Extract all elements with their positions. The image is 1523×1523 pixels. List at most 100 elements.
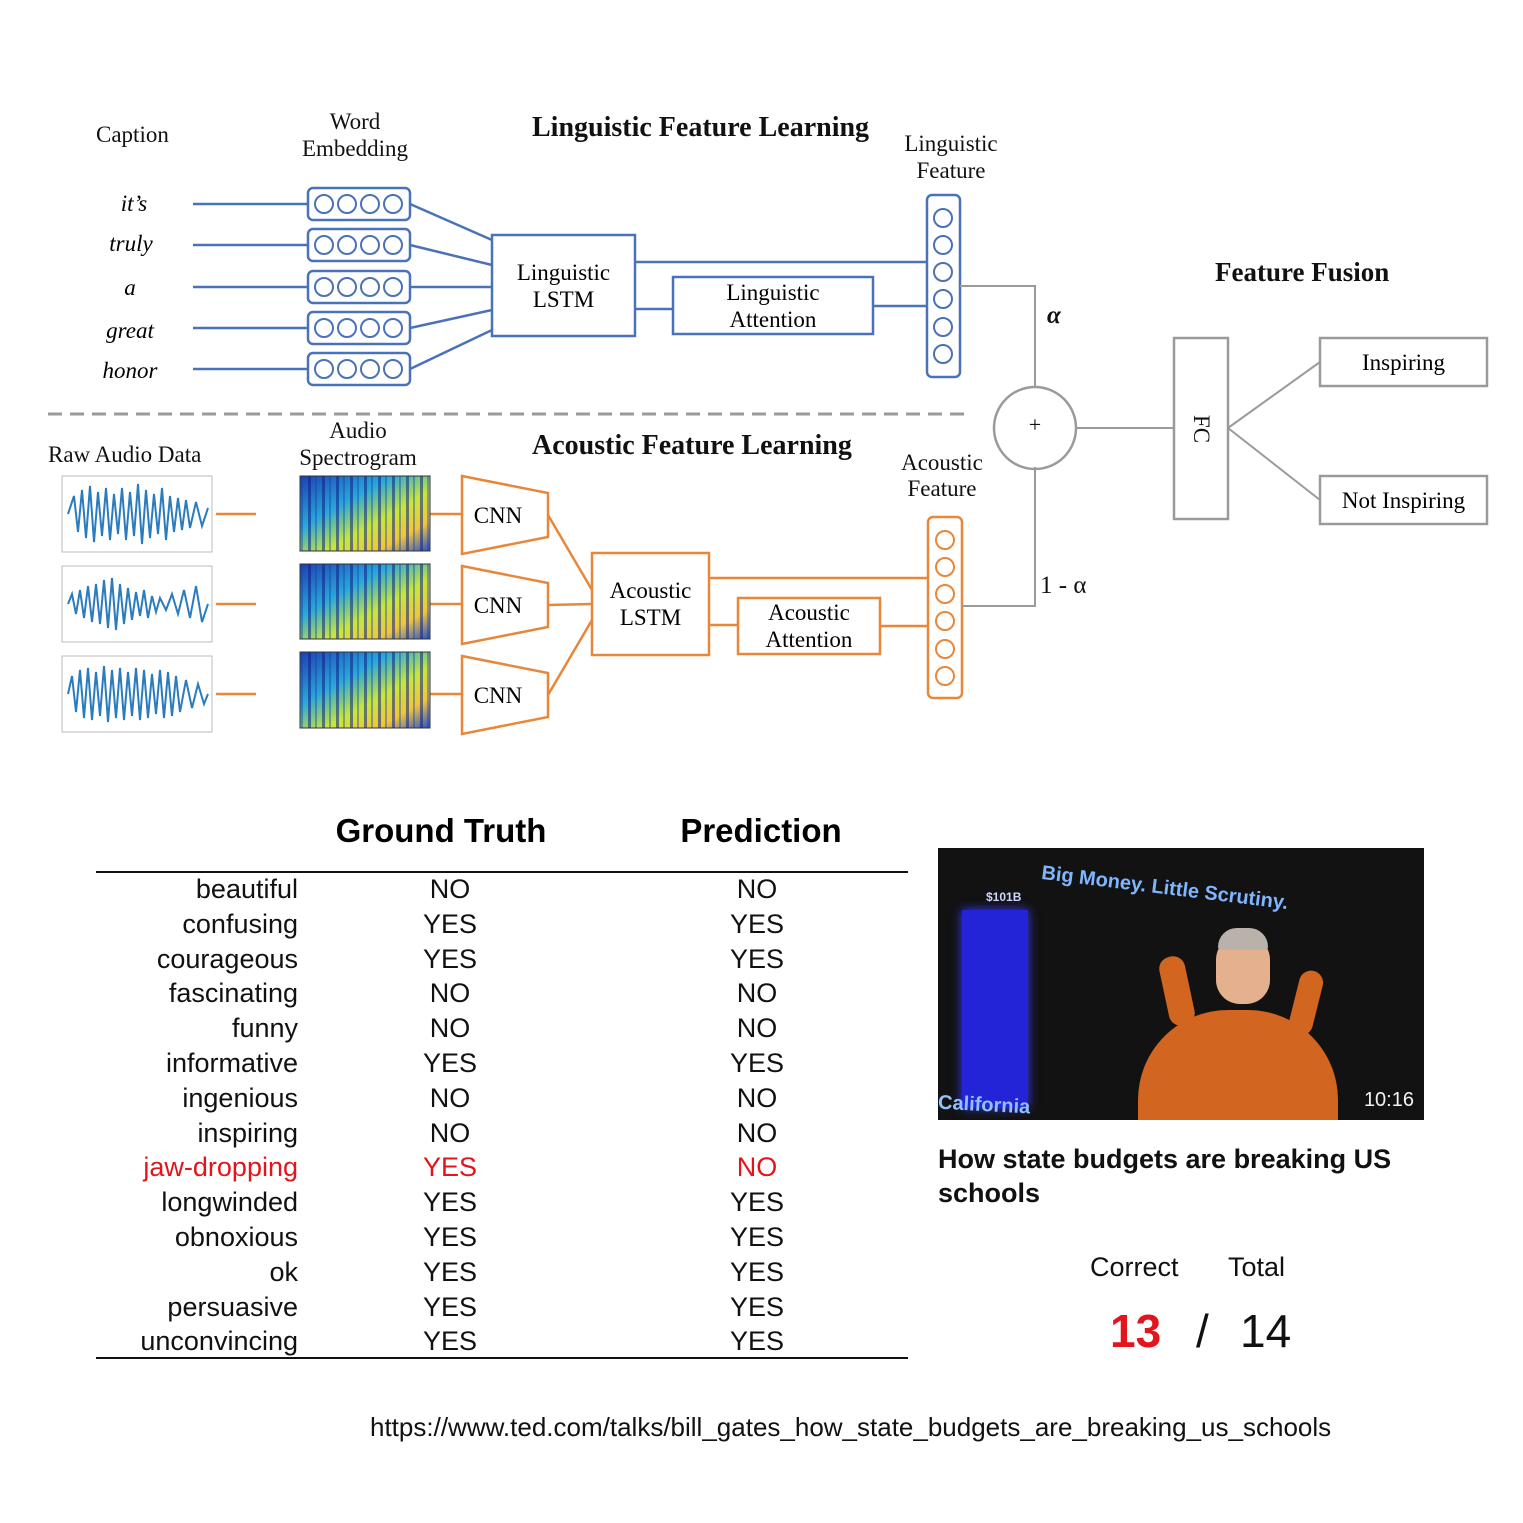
sum-node-label: +: [1028, 412, 1042, 437]
acoustic-lstm-line1: Acoustic: [609, 578, 692, 603]
row-label: beautiful: [195, 874, 298, 904]
fusion-branch: [960, 285, 1489, 607]
row-label: courageous: [156, 943, 298, 974]
prediction-cell: YES: [729, 1048, 785, 1078]
speaker-hair: [1218, 928, 1268, 950]
linguistic-lstm-line2: LSTM: [532, 286, 595, 312]
linguistic-attention-line2: Attention: [729, 306, 817, 332]
total-count: 14: [1240, 1305, 1292, 1357]
speaker-right-arm: [1286, 968, 1326, 1038]
video-title[interactable]: How state budgets are breaking US school…: [938, 1144, 1392, 1208]
table-top-rule: [96, 871, 908, 873]
inspiring-label: Inspiring: [1361, 349, 1446, 375]
feature-fusion-title: Feature Fusion: [1215, 257, 1390, 287]
table-row: informative YES YES: [96, 1048, 908, 1083]
slide-title: Big Money. Little Scrutiny.: [1040, 862, 1290, 915]
output-not-inspiring: [1318, 474, 1489, 526]
caption-word: truly: [109, 231, 153, 256]
source-url[interactable]: https://www.ted.com/talks/bill_gates_how…: [370, 1412, 1332, 1442]
cnn-1: CNN: [473, 502, 523, 528]
table-row: obnoxious YES YES: [96, 1222, 908, 1257]
caption-word: a: [124, 275, 136, 300]
ground-truth-cell: YES: [422, 943, 478, 974]
ground-truth-cell: YES: [422, 1048, 478, 1078]
correct-label: Correct: [1090, 1252, 1179, 1282]
linguistic-attention: Linguistic Attention: [673, 277, 873, 334]
row-label: longwinded: [161, 1187, 298, 1218]
raw-audio-plots: [61, 475, 213, 733]
spectrogram-2: [299, 563, 431, 640]
row-label: persuasive: [167, 1291, 298, 1322]
ground-truth-cell: NO: [429, 978, 471, 1009]
acoustic-attention-line1: Acoustic: [768, 600, 850, 625]
acoustic-branch: [216, 474, 964, 736]
output-inspiring: [1318, 336, 1489, 388]
cnn-2: CNN: [473, 592, 523, 618]
ground-truth-cell: YES: [422, 1152, 478, 1183]
linguistic-feature-line2: Feature: [916, 158, 986, 183]
linguistic-lstm: Linguistic LSTM: [492, 235, 635, 336]
word-embedding-line1: Word: [329, 109, 381, 134]
prediction-cell: YES: [729, 1291, 785, 1322]
prediction-cell: NO: [736, 1117, 778, 1148]
linguistic-lstm-line1: Linguistic: [516, 259, 611, 285]
table-row: fascinating NO NO: [96, 978, 908, 1013]
linguistic-attention-line1: Linguistic: [726, 279, 820, 305]
speaker-raised-hand: [1157, 954, 1197, 1028]
waveform-plot-2: [61, 565, 213, 643]
correct-count: 13: [1110, 1305, 1162, 1357]
slide-bar-label: $101B: [986, 890, 1022, 904]
table-row: funny NO NO: [96, 1013, 908, 1048]
ground-truth-cell: YES: [422, 1326, 478, 1357]
table-row: ok YES YES: [96, 1257, 908, 1292]
waveform-plot-3: [61, 655, 213, 733]
row-label: obnoxious: [174, 1222, 298, 1252]
table-row: courageous YES YES: [96, 944, 908, 979]
table-row: beautiful NO NO: [96, 874, 908, 909]
row-label: ok: [269, 1256, 298, 1287]
acoustic-lstm: Acoustic LSTM: [592, 553, 709, 655]
linguistic-feature-header: Linguistic Feature: [892, 130, 1010, 184]
row-label: jaw-dropping: [143, 1152, 298, 1183]
cnn-3: CNN: [473, 682, 523, 708]
caption-word: great: [106, 318, 154, 343]
total-label: Total: [1228, 1252, 1286, 1282]
not-inspiring-label: Not Inspiring: [1341, 487, 1466, 513]
prediction-cell: NO: [736, 874, 778, 904]
table-row: inspiring NO NO: [96, 1118, 908, 1153]
word-embedding-line2: Embedding: [301, 136, 409, 161]
ground-truth-header: Ground Truth: [335, 812, 547, 849]
audio-spectrogram-line2: Spectrogram: [299, 445, 417, 470]
spectrogram-3: [299, 651, 431, 729]
ground-truth-cell: NO: [429, 1117, 471, 1148]
table-row: persuasive YES YES: [96, 1292, 908, 1327]
ground-truth-cell: YES: [422, 1187, 478, 1218]
table-row: ingenious NO NO: [96, 1083, 908, 1118]
acoustic-section-title: Acoustic Feature Learning: [532, 430, 852, 461]
prediction-cell: NO: [736, 1082, 778, 1113]
linguistic-feature-line1: Linguistic: [904, 131, 998, 156]
caption-header: Caption: [96, 122, 169, 147]
spectrograms: [299, 475, 431, 729]
prediction-cell: NO: [736, 1013, 778, 1044]
table-row: jaw-dropping YES NO: [96, 1152, 908, 1187]
waveform-plot-1: [61, 475, 213, 553]
architecture-diagram: [48, 186, 1489, 736]
prediction-cell: YES: [729, 1187, 785, 1218]
acoustic-attention-line2: Attention: [765, 627, 853, 652]
acoustic-feature-header: Acoustic Feature: [884, 450, 1000, 502]
slide-bar: [962, 910, 1028, 1108]
score-separator: /: [1196, 1305, 1209, 1357]
row-label: inspiring: [197, 1117, 298, 1148]
row-label: funny: [231, 1013, 298, 1044]
prediction-cell: YES: [729, 908, 785, 939]
table-row: confusing YES YES: [96, 909, 908, 944]
ground-truth-cell: NO: [429, 874, 471, 904]
video-duration: 10:16: [1363, 1089, 1414, 1111]
video-thumbnail[interactable]: Big Money. Little Scrutiny. $101B Califo…: [938, 848, 1424, 1120]
prediction-cell: YES: [729, 1256, 785, 1287]
ground-truth-cell: NO: [429, 1013, 471, 1044]
caption-word: it’s: [120, 191, 148, 216]
alpha-weight: α: [1047, 302, 1061, 329]
audio-spectrogram-line1: Audio: [329, 418, 387, 443]
